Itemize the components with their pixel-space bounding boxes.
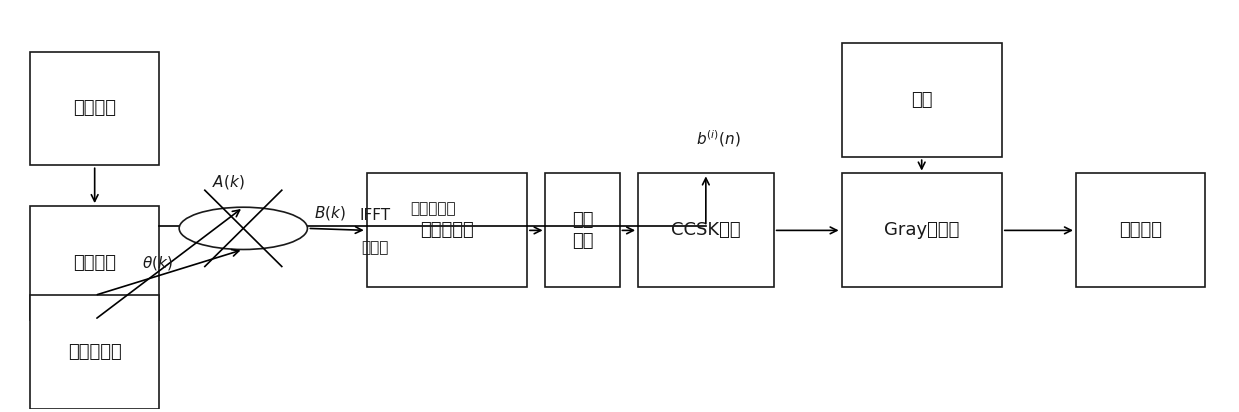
Text: 数据: 数据 <box>911 91 933 109</box>
Circle shape <box>180 207 307 250</box>
Bar <box>545 173 620 287</box>
Text: 归一化: 归一化 <box>362 241 389 255</box>
Bar <box>30 295 160 409</box>
Bar <box>841 43 1002 157</box>
Text: 伪随机相位: 伪随机相位 <box>68 343 121 361</box>
Text: 频谱感知: 频谱感知 <box>73 99 116 117</box>
Bar <box>30 52 160 165</box>
Bar <box>30 206 160 320</box>
Text: $B(k)$: $B(k)$ <box>313 204 346 222</box>
Text: $\theta(k)$: $\theta(k)$ <box>142 253 173 272</box>
Bar <box>638 173 773 287</box>
Text: 频谱矩阵: 频谱矩阵 <box>73 254 116 272</box>
Bar <box>841 173 1002 287</box>
Text: 循环
移位: 循环 移位 <box>571 211 593 250</box>
Text: 时域基函数: 时域基函数 <box>420 221 473 239</box>
Bar <box>367 173 527 287</box>
Text: 发射信号: 发射信号 <box>1119 221 1162 239</box>
Text: $b^{(i)}(n)$: $b^{(i)}(n)$ <box>696 129 741 149</box>
Text: IFFT: IFFT <box>359 208 390 223</box>
Text: 自适应速率: 自适应速率 <box>410 201 456 216</box>
Bar <box>1075 173 1206 287</box>
Text: CCSK符号: CCSK符号 <box>672 221 741 239</box>
Text: $A(k)$: $A(k)$ <box>212 173 245 191</box>
Text: Gray码映射: Gray码映射 <box>883 221 959 239</box>
